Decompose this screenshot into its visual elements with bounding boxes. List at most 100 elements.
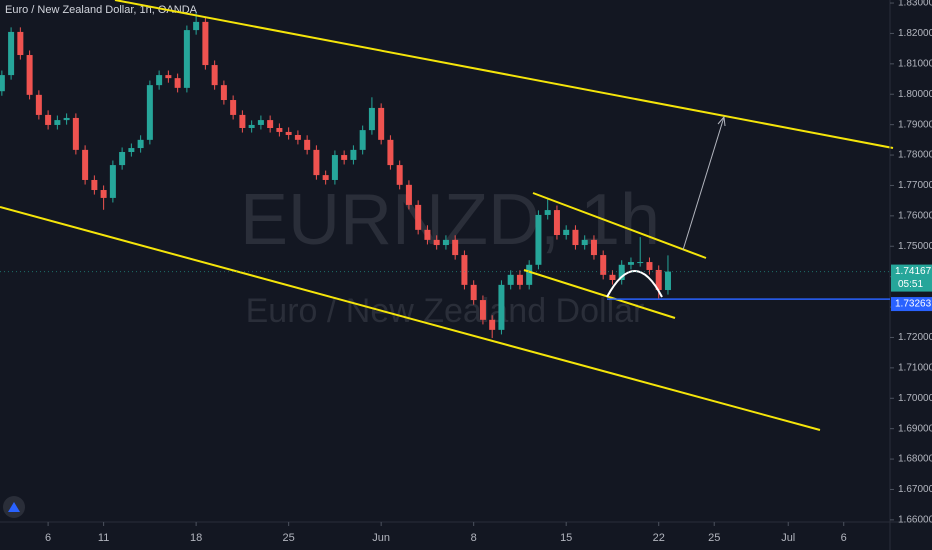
last-price-tag bbox=[891, 264, 932, 292]
y-tick-label: 1.82000 bbox=[898, 28, 932, 39]
candle-body bbox=[174, 78, 181, 88]
y-tick-label: 1.83000 bbox=[898, 0, 932, 9]
y-tick-label: 1.75000 bbox=[898, 241, 932, 252]
candle-body bbox=[535, 214, 542, 265]
trend-line bbox=[114, 0, 894, 149]
arc bbox=[606, 270, 663, 298]
y-tick-label: 1.72000 bbox=[898, 332, 932, 343]
trend-line bbox=[0, 206, 821, 431]
candle-body bbox=[526, 264, 533, 285]
y-tick-label: 1.79000 bbox=[898, 119, 932, 130]
candle-body bbox=[655, 269, 662, 291]
y-tick-label: 1.68000 bbox=[898, 454, 932, 465]
candle-body bbox=[378, 107, 385, 140]
last-price-label: 1.74167 bbox=[895, 266, 932, 277]
candle-body bbox=[91, 179, 98, 191]
candle-body bbox=[563, 229, 570, 236]
candle-body bbox=[618, 264, 625, 281]
logo-mark bbox=[8, 502, 20, 512]
candle-body bbox=[45, 114, 52, 125]
candle-body bbox=[424, 229, 431, 240]
candle-body bbox=[54, 120, 61, 125]
x-tick-label: 25 bbox=[283, 532, 295, 544]
candle-body bbox=[452, 239, 459, 256]
y-tick-label: 1.69000 bbox=[898, 423, 932, 434]
x-tick-label: 11 bbox=[98, 532, 109, 544]
candle-body bbox=[193, 21, 200, 31]
candle-body bbox=[433, 239, 440, 246]
y-tick-label: 1.67000 bbox=[898, 484, 932, 495]
plot bbox=[0, 12, 671, 339]
candle-body bbox=[100, 190, 107, 198]
watermark-name: Euro / New Zealand Dollar bbox=[246, 292, 645, 330]
candle-body bbox=[304, 139, 311, 150]
countdown: 05:51 bbox=[898, 279, 923, 290]
candle-body bbox=[341, 155, 348, 160]
candle-body bbox=[544, 210, 551, 215]
candle-body bbox=[239, 114, 246, 128]
candle-body bbox=[285, 131, 292, 135]
candle-body bbox=[276, 127, 283, 132]
y-tick-label: 1.71000 bbox=[898, 363, 932, 374]
candle-body bbox=[230, 100, 237, 115]
y-tick-label: 1.78000 bbox=[898, 150, 932, 161]
arrow bbox=[682, 116, 725, 251]
candle-body bbox=[313, 149, 320, 176]
candle-body bbox=[350, 149, 357, 160]
candle-body bbox=[489, 319, 496, 330]
x-tick-label: 25 bbox=[708, 532, 720, 544]
candle-body bbox=[146, 85, 153, 140]
level-label: 1.73263 bbox=[895, 299, 932, 310]
candle-body bbox=[220, 85, 227, 101]
candle-body bbox=[294, 134, 301, 140]
candle-body bbox=[257, 120, 264, 125]
drawings bbox=[0, 0, 894, 431]
candle-body bbox=[248, 124, 255, 128]
candle-body bbox=[331, 155, 338, 180]
x-tick-label: Jun bbox=[372, 532, 390, 544]
candle-body bbox=[664, 271, 671, 291]
y-tick-label: 1.66000 bbox=[898, 515, 932, 526]
y-tick-label: 1.80000 bbox=[898, 89, 932, 100]
candle-body bbox=[322, 175, 329, 180]
x-tick-label: 22 bbox=[653, 532, 665, 544]
candle-body bbox=[479, 300, 486, 320]
arrow-head bbox=[717, 115, 726, 127]
candle-body bbox=[415, 204, 422, 230]
y-tick-label: 1.77000 bbox=[898, 180, 932, 191]
level-tag bbox=[891, 297, 932, 312]
candle-body bbox=[590, 239, 597, 256]
watermark-symbol: EURNZD, 1h bbox=[240, 180, 660, 260]
candle-body bbox=[26, 55, 33, 95]
candle-body bbox=[405, 184, 412, 205]
candle-body bbox=[211, 65, 218, 86]
candle-body bbox=[387, 139, 394, 166]
candle-body bbox=[63, 117, 70, 121]
candle-body bbox=[17, 31, 24, 56]
candle-body bbox=[600, 255, 607, 275]
candle-body bbox=[498, 284, 505, 330]
candle-body bbox=[119, 152, 126, 166]
candle-body bbox=[646, 262, 653, 270]
y-tick-label: 1.70000 bbox=[898, 393, 932, 404]
trend-line bbox=[523, 269, 676, 319]
candle-body bbox=[627, 262, 634, 265]
x-tick-label: 6 bbox=[841, 532, 847, 544]
candle-body bbox=[183, 30, 190, 88]
candle-body bbox=[359, 130, 366, 150]
candle-body bbox=[165, 75, 172, 79]
candle-body bbox=[461, 255, 468, 285]
y-tick-label: 1.76000 bbox=[898, 210, 932, 221]
candle-body bbox=[396, 165, 403, 185]
x-tick-label: 15 bbox=[560, 532, 572, 544]
candle-body bbox=[8, 31, 15, 76]
candle-body bbox=[507, 274, 514, 285]
candle-body bbox=[637, 262, 644, 264]
candle-body bbox=[516, 274, 523, 285]
candle-body bbox=[128, 148, 135, 153]
candle-body bbox=[35, 94, 42, 115]
candle-body bbox=[368, 107, 375, 131]
x-tick-label: Jul bbox=[781, 532, 795, 544]
candle-body bbox=[137, 139, 144, 149]
